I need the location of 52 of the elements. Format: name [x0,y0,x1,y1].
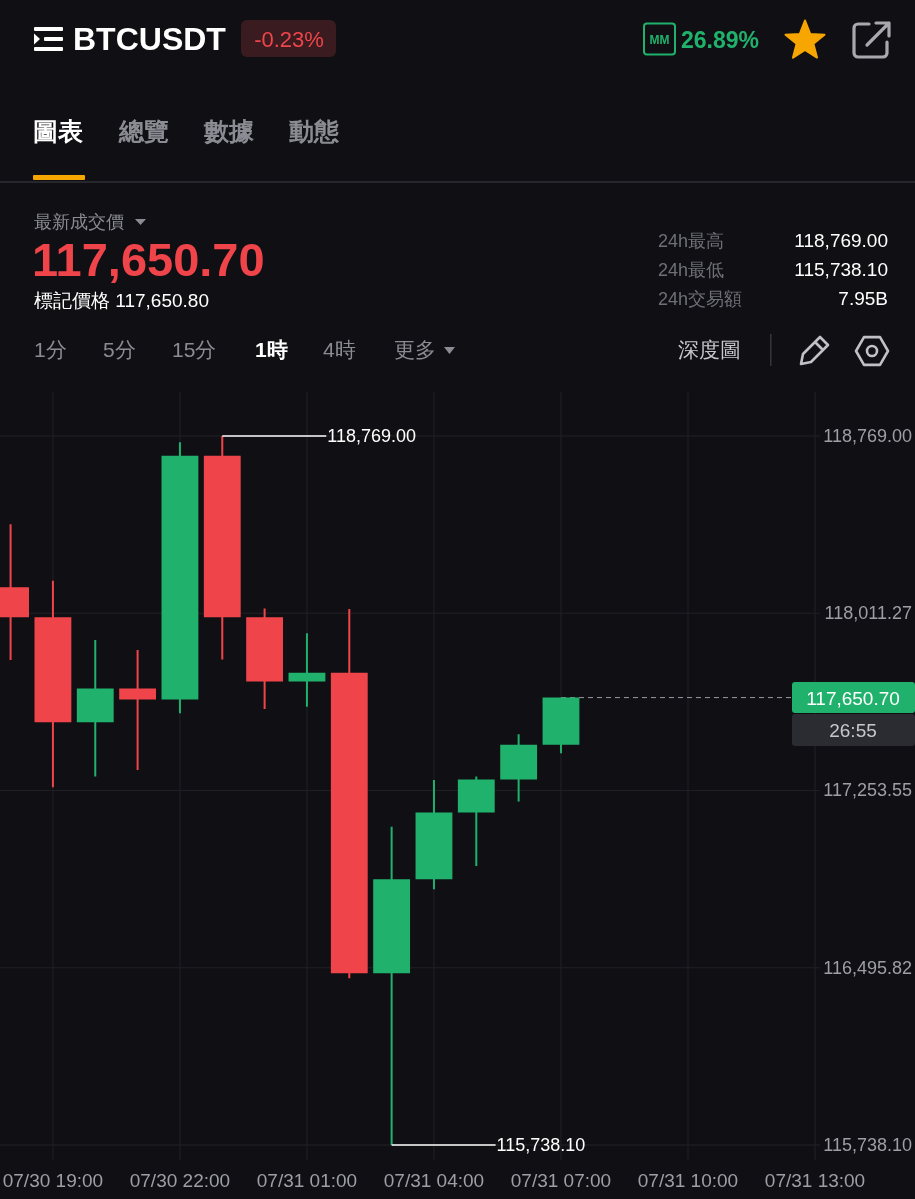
annotation: 115,738.10 [496,1135,586,1155]
text: 118,769.00 [794,230,888,251]
text: 1分 [34,338,67,361]
text: 1時 [255,338,288,361]
candlestick [373,826,411,1145]
text: 圖表 [33,117,83,145]
x-tick-label: 07/31 01:00 [256,1170,358,1191]
y-tick-label: 118,011.27 [824,603,912,624]
text: 5分 [103,338,136,361]
text: 總覽 [118,117,169,145]
x-tick-label: 07/31 13:00 [764,1170,866,1191]
annotation: 118,769.00 [327,425,417,446]
text: MM [649,33,670,47]
text: 15分 [172,338,217,361]
text: 115,738.10 [794,259,888,280]
text: 數據 [203,117,255,145]
text: 24h最低 [658,260,725,280]
text: 26.89% [681,27,760,53]
candlestick [330,609,368,979]
candlestick [500,734,538,802]
text: 26:55 [829,720,877,742]
x-tick-label: 07/30 22:00 [129,1170,231,1191]
x-tick-label: 07/30 19:00 [2,1170,104,1191]
candlestick [542,697,580,754]
text: 動態 [288,117,340,145]
text: 更多 [394,338,436,361]
y-tick-label: 116,495.82 [823,957,912,978]
x-tick-label: 07/31 07:00 [510,1170,612,1191]
x-tick-label: 07/31 10:00 [637,1170,739,1191]
text: 標記價格 117,650.80 [34,290,209,311]
text: 4時 [323,338,356,361]
text: 深度圖 [678,338,741,361]
text: -0.23% [254,27,324,52]
candlestick [119,650,157,771]
y-tick-label: 117,253.55 [823,780,912,801]
text: 117,650.70 [32,233,265,286]
candlestick [415,780,453,890]
text: 最新成交價 [34,212,124,232]
candlestick [203,435,241,660]
chart-title: BTCUSDT [73,21,227,57]
candlestick [34,580,72,788]
candlestick [457,776,495,866]
y-tick-label: 115,738.10 [823,1135,912,1155]
text: 24h交易額 [658,289,743,309]
text: 24h最高 [658,231,725,251]
ref-line-label: 117,650.70 [806,688,900,710]
candlestick [76,639,114,777]
y-tick-label: 118,769.00 [823,425,912,446]
text: 7.95B [838,288,888,309]
candlestick [246,608,284,709]
x-tick-label: 07/31 04:00 [383,1170,485,1191]
candlestick [288,633,326,707]
